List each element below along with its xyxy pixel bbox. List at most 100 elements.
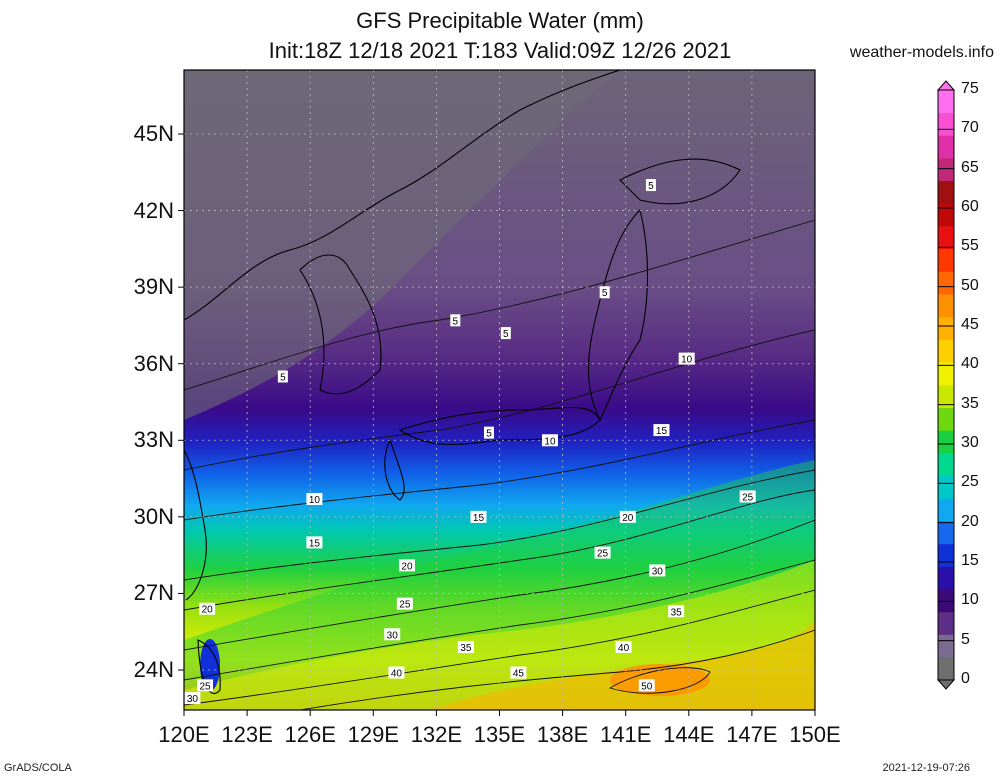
contour-labels: 5555551010101515152020202525252530303035… [184,179,756,705]
contour-label-box [197,679,214,692]
color-scale-swatch [938,362,954,386]
color-scale-label: 35 [961,394,979,412]
lon-tick-label: 144E [663,722,715,747]
lat-tick-label: 27N [133,580,174,606]
contour-label: 5 [503,329,509,340]
color-scale-swatch [938,521,954,545]
contour-label: 40 [618,643,630,654]
contour-label: 25 [742,492,754,503]
coastlines [184,70,741,695]
contour-label-box [649,564,666,577]
color-scale-bar [936,80,956,690]
color-scale-swatch [938,543,954,567]
color-scale-swatch [938,294,954,318]
contour-label: 45 [513,669,525,680]
lat-tick-label: 24N [133,657,174,682]
dry-air-region [184,70,620,420]
contour-label-box [398,559,415,572]
color-scale-label: 50 [961,276,979,294]
contour-label: 25 [399,600,411,611]
contour-label-box [184,692,201,705]
color-scale-swatch [938,90,954,113]
contour-label: 40 [391,669,403,680]
lon-tick-label: 126E [284,722,336,747]
color-scale-label: 20 [961,512,979,530]
contour-label: 15 [309,538,321,549]
contour-label-box [678,352,695,365]
contour-label: 20 [202,605,214,616]
contour-label-box [483,426,494,439]
contour-label-box [510,666,527,679]
footer-software: GrADS/COLA [4,762,72,774]
lat-tick-label: 33N [133,427,174,453]
color-scale-label: 55 [961,237,979,255]
color-scale-swatch [938,316,954,340]
color-scale-label: 30 [961,434,979,451]
contour-label: 30 [652,566,664,577]
contour-label: 20 [401,561,413,572]
contour-label: 15 [656,426,668,437]
color-scale-label: 10 [961,591,979,609]
contour-label-box [645,179,656,192]
contour-label-box [619,510,636,523]
color-scale-swatch [938,589,954,613]
lon-tick-label: 120E [158,722,210,747]
lon-tick-label: 123E [221,722,273,747]
color-scale-swatch [938,657,954,681]
color-scale-label: 60 [961,198,979,215]
contour-label: 30 [387,630,399,641]
contour-label-box [277,370,288,383]
color-scale-swatch [938,475,954,499]
lat-tick-label: 30N [133,503,174,529]
color-scale-swatch [938,158,954,182]
color-scale-swatch [938,453,954,477]
contour-label-box [638,679,655,692]
contour-label-box [668,605,685,618]
color-scale-label: 65 [961,158,979,176]
chart-title: GFS Precipitable Water (mm) [356,8,644,33]
contour-label-box [450,314,461,327]
color-scale-label: 70 [961,119,979,137]
color-scale-min-arrow [936,679,956,690]
graticule [184,70,815,710]
lat-tick-label: 45N [133,121,174,146]
contour-label-box [470,510,487,523]
contour-label-box [615,641,632,654]
color-scale-swatch [938,226,954,250]
color-scale-swatch [938,203,954,227]
contour-label: 10 [309,495,321,506]
contour-label: 35 [460,643,472,654]
color-scale-swatch [938,498,954,522]
contour-label: 50 [641,681,653,692]
color-scale-swatch [938,611,954,635]
color-scale-swatch [938,271,954,295]
contour-label-box [594,546,611,559]
lon-tick-label: 141E [599,722,652,747]
contour-label: 5 [453,316,459,327]
contour-lines [184,219,815,710]
footer-timestamp: 2021-12-19-07:26 [882,762,970,774]
contour-label: 35 [671,607,683,618]
color-scale-swatch [938,339,954,363]
contour-label: 5 [280,372,286,383]
contour-label: 30 [187,694,199,705]
taiwan-dry-spot [200,639,220,691]
contour-label-box [739,490,756,503]
color-scale-label: 40 [961,355,979,373]
color-scale-swatch [938,634,954,658]
lon-tick-label: 138E [536,722,589,747]
color-scale-swatch [938,407,954,431]
contour-label: 5 [648,181,654,192]
color-scale-label: 75 [961,80,979,97]
color-scale-swatch [938,248,954,272]
lat-tick-label: 42N [133,197,174,223]
contour-label: 10 [681,355,693,366]
contour-label-box [199,602,216,615]
moisture-band [430,620,815,710]
contour-label-box [599,286,610,299]
chart-subtitle: Init:18Z 12/18 2021 T:183 Valid:09Z 12/2… [268,38,732,63]
contour-label-box [306,492,323,505]
contour-label-box [388,666,405,679]
contour-label-box [541,434,558,447]
